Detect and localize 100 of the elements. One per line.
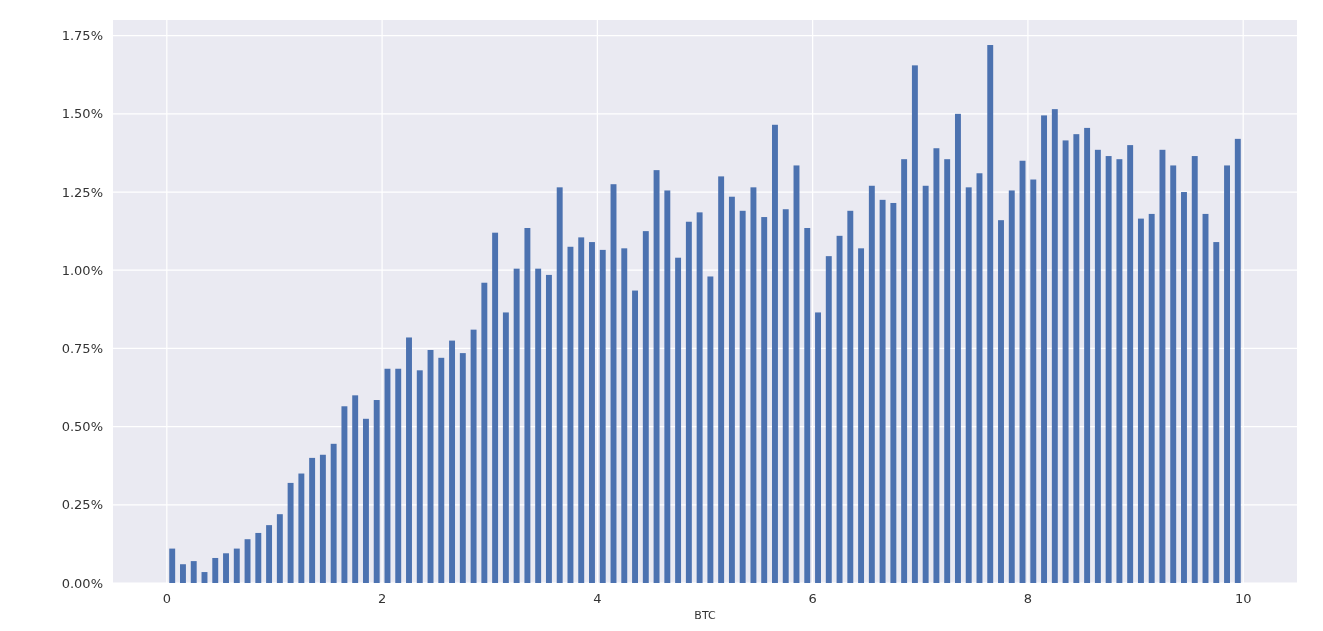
bar — [998, 220, 1004, 583]
bar — [481, 282, 488, 583]
y-tick-label: 0.75% — [61, 340, 103, 356]
bar — [944, 159, 951, 583]
bar — [190, 561, 197, 583]
bar — [1008, 190, 1015, 583]
bar — [599, 249, 606, 583]
bar — [1094, 149, 1101, 583]
bar — [696, 212, 703, 583]
bar — [804, 228, 811, 583]
bar — [675, 257, 682, 583]
bar — [632, 290, 638, 583]
bar — [180, 564, 186, 583]
bar — [276, 514, 283, 583]
x-tick-label: 6 — [808, 591, 817, 606]
y-tick-label: 1.25% — [61, 184, 103, 200]
bar — [901, 159, 908, 583]
bar — [492, 232, 499, 583]
bar — [1137, 218, 1144, 583]
bar — [169, 548, 176, 583]
bar — [1073, 134, 1080, 583]
bar — [890, 202, 897, 583]
bar — [416, 370, 423, 583]
bar — [954, 113, 961, 583]
bar — [1159, 149, 1166, 583]
bar — [847, 210, 854, 583]
bar — [750, 187, 757, 583]
bar — [922, 185, 929, 583]
bar — [373, 400, 380, 583]
y-tick-label: 1.75% — [61, 28, 103, 44]
bar — [1041, 115, 1048, 583]
bar — [556, 187, 563, 583]
x-tick-label: 2 — [377, 591, 387, 606]
bar — [825, 256, 832, 583]
x-axis-title: BTC — [694, 609, 716, 622]
x-tick-label: 8 — [1023, 591, 1033, 606]
bar — [298, 473, 305, 583]
bar — [287, 482, 294, 583]
bar — [728, 196, 735, 583]
bar — [524, 228, 531, 583]
y-tick-label: 0.25% — [61, 497, 103, 513]
bar — [513, 268, 520, 583]
bar — [664, 190, 671, 583]
y-tick-label: 1.00% — [61, 262, 103, 278]
bar — [642, 231, 649, 583]
bar — [761, 217, 768, 583]
bar — [987, 45, 994, 583]
bar — [868, 185, 875, 583]
bar — [965, 187, 972, 583]
bar — [911, 65, 918, 583]
bar — [718, 176, 725, 583]
bar — [879, 199, 886, 583]
bar — [621, 248, 628, 583]
bar — [244, 539, 251, 583]
bar — [438, 357, 445, 583]
bar — [815, 312, 821, 583]
bar — [1148, 213, 1155, 583]
bar — [653, 170, 660, 583]
bar — [1213, 242, 1220, 583]
bar — [1181, 192, 1187, 583]
bar — [449, 340, 456, 583]
y-tick-label: 0.00% — [61, 575, 103, 591]
bar — [589, 242, 595, 583]
bar — [459, 353, 466, 583]
bar — [330, 443, 337, 583]
bar — [1062, 140, 1069, 583]
bar — [255, 532, 262, 583]
bar — [739, 210, 746, 583]
bar — [341, 406, 348, 583]
bar — [1191, 156, 1198, 583]
x-tick-label: 4 — [593, 591, 602, 606]
bar — [266, 525, 273, 583]
bar — [707, 276, 714, 583]
bar — [319, 454, 326, 583]
bar — [352, 395, 359, 583]
bar — [223, 553, 229, 583]
bar — [1116, 159, 1123, 583]
bar — [1030, 179, 1037, 583]
bar — [1105, 156, 1112, 583]
bar — [685, 221, 692, 583]
x-tick-label: 0 — [162, 591, 171, 606]
bar — [1084, 127, 1091, 583]
bar — [1127, 145, 1134, 583]
bar — [233, 548, 240, 583]
bar — [395, 368, 402, 583]
x-tick-label: 10 — [1234, 591, 1252, 606]
bar — [362, 418, 369, 583]
bar — [567, 246, 574, 583]
bar — [535, 268, 542, 583]
bar — [578, 237, 585, 583]
bar — [545, 274, 552, 583]
bar — [772, 124, 778, 583]
bar — [858, 248, 865, 583]
bar — [1224, 165, 1230, 583]
bar — [933, 148, 940, 583]
y-tick-label: 1.50% — [61, 106, 103, 122]
bar — [212, 557, 219, 583]
bar — [309, 457, 316, 583]
bar — [1170, 165, 1177, 583]
bar — [502, 312, 509, 583]
